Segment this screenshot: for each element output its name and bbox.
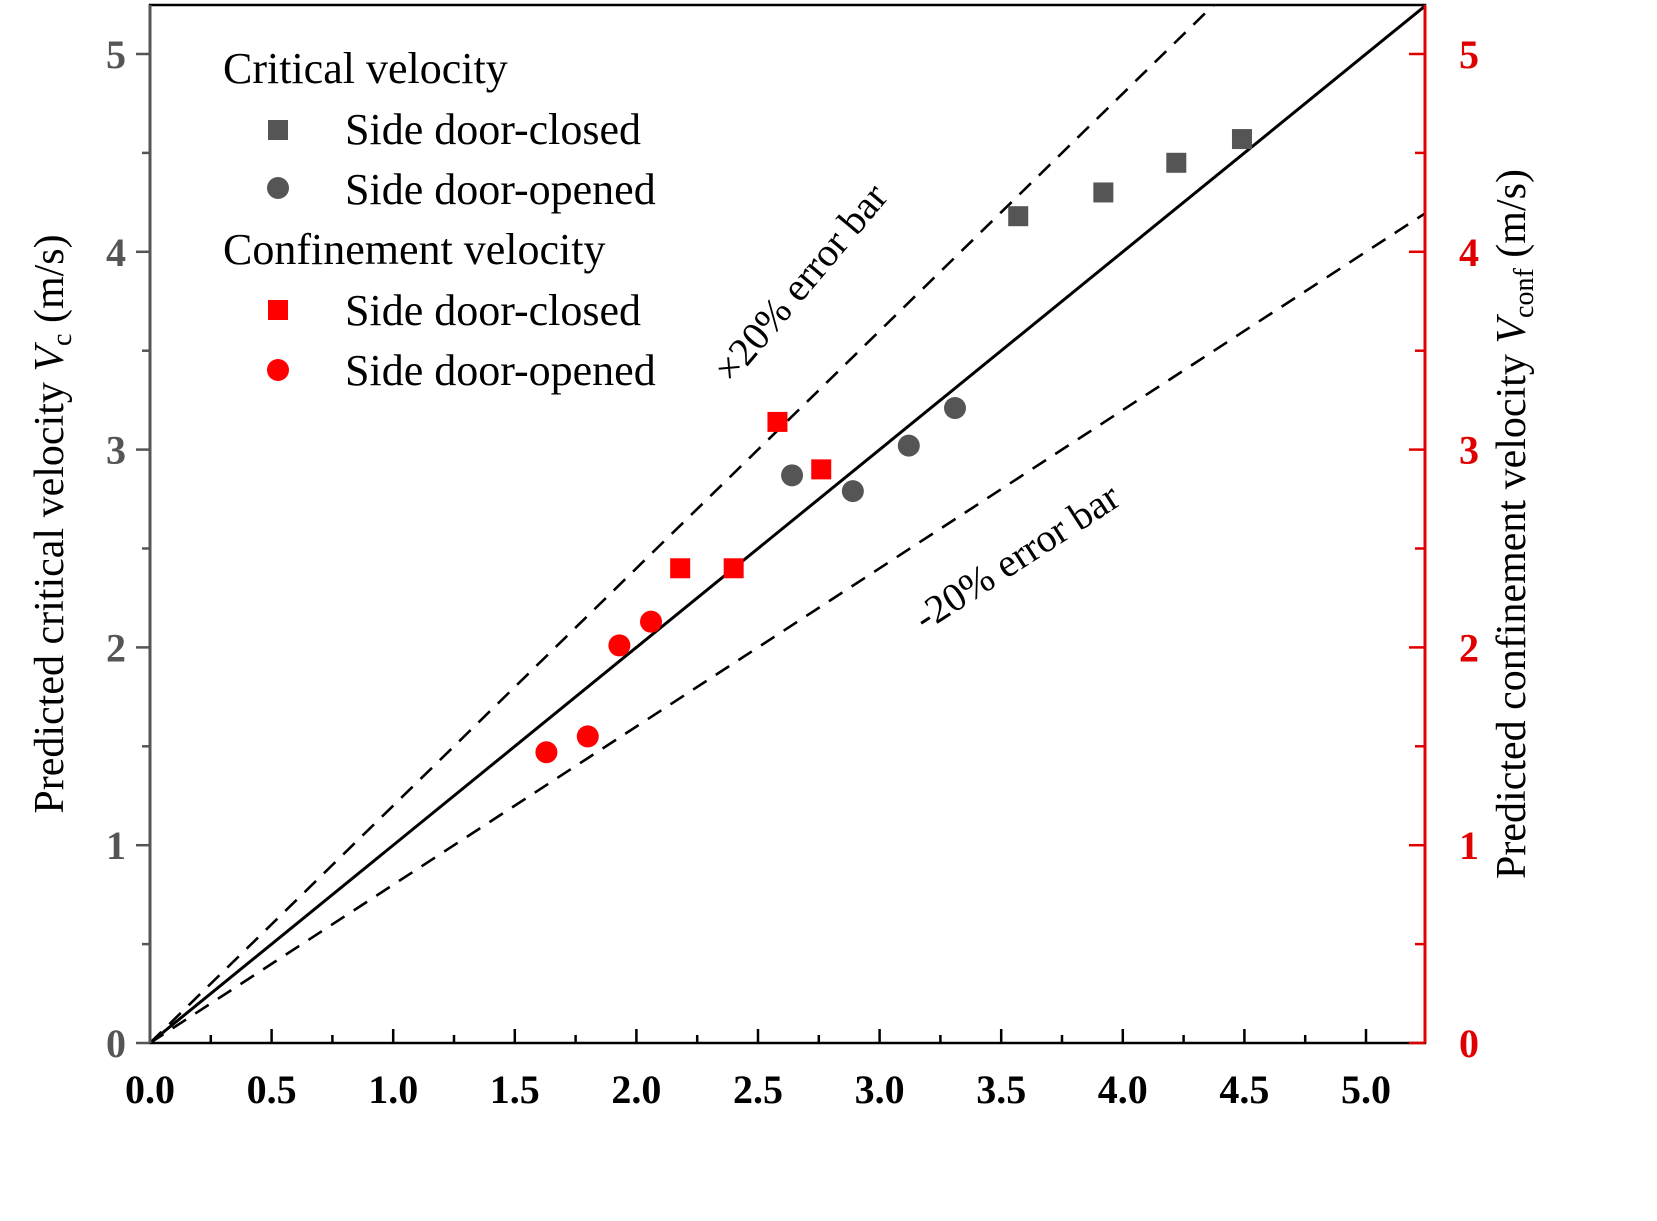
legend-group-confinement-title: Confinement velocity — [223, 225, 605, 274]
legend-marker-critical-opened — [267, 177, 289, 199]
data-point-s3-p1 — [576, 725, 599, 748]
x-tick-label: 2.0 — [611, 1067, 661, 1112]
y-tick-label-right: 0 — [1459, 1021, 1479, 1066]
reference-line-dashed-2 — [150, 211, 1425, 1043]
y-axis-title-right: Predicted confinement velocity Vconf (m/… — [1489, 169, 1540, 879]
annotation-lower-error-bar: -20% error bar — [905, 474, 1127, 640]
data-point-s3-p3 — [639, 610, 662, 633]
y-tick-label-left: 3 — [106, 428, 126, 473]
reference-line-1to1 — [150, 5, 1425, 1043]
x-axis: 0.0 0.5 1.0 1.5 2.0 2.5 3.0 3.5 4.0 4.5 5.0 — [125, 1029, 1391, 1112]
x-tick-label: 2.5 — [733, 1067, 783, 1112]
data-point-s2-p2 — [767, 411, 788, 432]
y-tick-label-left: 4 — [106, 230, 126, 275]
data-points — [535, 129, 1252, 764]
data-point-s1-p3 — [943, 397, 966, 420]
data-point-s0-p3 — [1231, 129, 1252, 150]
x-tick-label: 3.5 — [976, 1067, 1026, 1112]
legend-label-critical-closed: Side door-closed — [345, 105, 641, 154]
legend-marker-critical-closed — [268, 120, 288, 140]
y-tick-label-right: 3 — [1459, 428, 1479, 473]
data-point-s0-p1 — [1093, 182, 1114, 203]
x-tick-label: 0.5 — [247, 1067, 297, 1112]
x-tick-label: 5.0 — [1341, 1067, 1391, 1112]
y-axis-title-left-unit: (m/s) — [27, 234, 73, 333]
data-point-s1-p0 — [781, 464, 804, 487]
data-point-s1-p1 — [841, 480, 864, 503]
y-axis-title-right-var: V — [1489, 314, 1535, 344]
legend: Critical velocity Side door-closed Side … — [223, 44, 656, 395]
x-tick-label: 1.5 — [490, 1067, 540, 1112]
x-tick-label: 1.0 — [368, 1067, 418, 1112]
y-tick-label-left: 2 — [106, 625, 126, 670]
x-tick-label: 3.0 — [855, 1067, 905, 1112]
data-point-s3-p2 — [608, 634, 631, 657]
y-tick-label-left: 0 — [106, 1021, 126, 1066]
y-axis-title-left-main: Predicted critical velocity — [27, 372, 73, 814]
data-point-s2-p3 — [811, 459, 832, 480]
legend-label-critical-opened: Side door-opened — [345, 165, 656, 214]
y-tick-label-right: 5 — [1459, 32, 1479, 77]
y-tick-label-right: 1 — [1459, 823, 1479, 868]
y-axis-title-left: Predicted critical velocity Vc (m/s) — [27, 234, 78, 813]
data-point-s3-p0 — [535, 741, 558, 764]
y-axis-title-left-sub: c — [47, 334, 78, 346]
annotation-upper-error-bar: ×20% error bar — [704, 174, 896, 390]
reference-line-dashed-1 — [150, 5, 1216, 1043]
data-point-s2-p1 — [723, 558, 744, 579]
x-tick-label: 4.0 — [1098, 1067, 1148, 1112]
x-tick-label: 0.0 — [125, 1067, 175, 1112]
y-axis-right: 0 1 2 3 4 5 — [1409, 5, 1479, 1066]
legend-label-confinement-opened: Side door-opened — [345, 346, 656, 395]
y-tick-label-right: 2 — [1459, 625, 1479, 670]
data-point-s1-p2 — [897, 434, 920, 457]
legend-label-confinement-closed: Side door-closed — [345, 286, 641, 335]
x-tick-label: 4.5 — [1219, 1067, 1269, 1112]
legend-group-critical-title: Critical velocity — [223, 44, 508, 93]
y-axis-title-right-sub: conf — [1509, 268, 1540, 318]
y-tick-label-left: 5 — [106, 32, 126, 77]
y-tick-label-right: 4 — [1459, 230, 1479, 275]
y-tick-label-left: 1 — [106, 823, 126, 868]
y-axis-title-left-var: V — [27, 342, 73, 372]
y-axis-title-right-main: Predicted confinement velocity — [1489, 344, 1535, 879]
y-axis-title-right-unit: (m/s) — [1489, 169, 1535, 268]
data-point-s0-p0 — [1008, 206, 1029, 227]
data-point-s0-p2 — [1166, 152, 1187, 173]
data-point-s2-p0 — [670, 558, 691, 579]
legend-marker-confinement-closed — [268, 300, 288, 320]
reference-lines — [150, 5, 1425, 1043]
y-axis-left: 0 1 2 3 4 5 — [106, 5, 152, 1066]
legend-marker-confinement-opened — [267, 359, 289, 381]
